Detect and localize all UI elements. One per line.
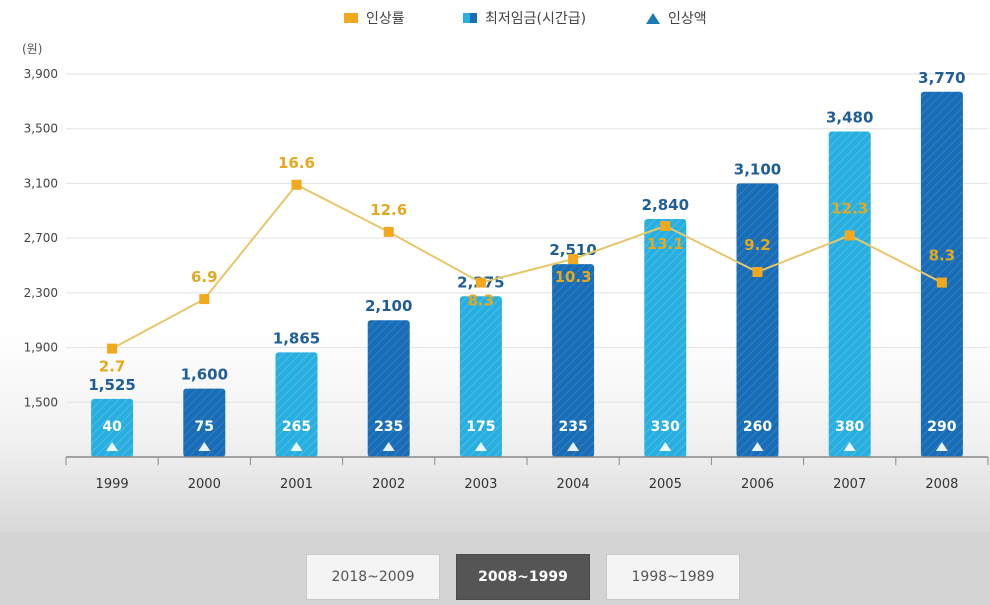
legend-wage-label: 최저임금(시간급) xyxy=(485,11,587,27)
rate-value-label: 12.3 xyxy=(831,199,868,217)
chart-legend: 인상률 최저임금(시간급) 인상액 xyxy=(0,6,990,30)
y-tick-label: 2,300 xyxy=(24,286,58,300)
rate-value-label: 16.6 xyxy=(278,154,315,172)
increase-amount-label: 75 xyxy=(195,419,214,435)
rate-value-label: 8.3 xyxy=(468,292,495,310)
rate-marker xyxy=(752,266,763,277)
wage-bar xyxy=(91,398,134,457)
y-tick-label: 2,700 xyxy=(24,231,58,245)
wage-bar xyxy=(644,218,687,457)
x-tick-label: 2004 xyxy=(557,477,590,492)
increase-triangle-marker xyxy=(474,442,487,451)
x-tick-label: 2003 xyxy=(464,477,497,492)
increase-amount-label: 260 xyxy=(743,419,772,435)
x-tick-label: 2008 xyxy=(925,477,958,492)
period-button-1998-1989[interactable]: 1998~1989 xyxy=(606,554,740,600)
increase-triangle-marker xyxy=(567,442,580,451)
increase-triangle-marker xyxy=(198,442,211,451)
wage-value-label: 1,525 xyxy=(88,376,135,394)
wage-value-label: 1,600 xyxy=(181,366,228,384)
rate-marker xyxy=(291,179,302,190)
legend-item-increase: 인상액 xyxy=(646,8,707,28)
rate-marker xyxy=(844,230,855,241)
rate-marker xyxy=(475,277,486,288)
rate-value-label: 10.3 xyxy=(555,268,592,286)
increase-triangle-marker xyxy=(751,442,764,451)
y-tick-label: 3,500 xyxy=(24,122,58,136)
y-tick-label: 1,500 xyxy=(24,395,58,409)
wage-value-label: 1,865 xyxy=(273,329,320,347)
x-tick-label: 2001 xyxy=(280,477,313,492)
rate-value-label: 12.6 xyxy=(370,201,407,219)
wage-bar xyxy=(367,320,410,457)
increase-amount-label: 235 xyxy=(558,419,587,435)
increase-triangle-marker xyxy=(290,442,303,451)
wage-bar xyxy=(275,352,318,457)
legend-rate-label: 인상률 xyxy=(366,11,405,27)
wage-value-label: 2,100 xyxy=(365,297,412,315)
x-tick-label: 2002 xyxy=(372,477,405,492)
wage-swatch-icon xyxy=(463,13,477,23)
increase-triangle-marker xyxy=(106,442,119,451)
rate-value-label: 6.9 xyxy=(191,268,218,286)
rate-value-label: 9.2 xyxy=(744,236,771,254)
period-button-2018-2009[interactable]: 2018~2009 xyxy=(306,554,440,600)
rate-marker xyxy=(199,294,210,305)
wage-bar xyxy=(183,388,226,457)
minimum-wage-chart: 1,500 1,900 2,300 2,700 3,100 3,500 3,900 1999 2… xyxy=(24,67,989,492)
rate-value-label: 2.7 xyxy=(99,358,126,376)
wage-value-label: 2,840 xyxy=(642,196,689,214)
y-tick-label: 3,100 xyxy=(24,176,58,190)
wage-bar xyxy=(736,183,779,457)
increase-amount-label: 330 xyxy=(651,419,680,435)
x-tick-label: 1999 xyxy=(96,477,129,492)
increase-triangle-marker xyxy=(659,442,672,451)
increase-amount-label: 265 xyxy=(282,419,311,435)
wage-bar xyxy=(920,91,963,458)
increase-amount-label: 175 xyxy=(466,419,495,435)
wage-bar xyxy=(459,296,502,457)
increase-amount-label: 235 xyxy=(374,419,403,435)
wage-value-label: 3,100 xyxy=(734,160,781,178)
increase-triangle-marker xyxy=(935,442,948,451)
y-unit-label: (원) xyxy=(22,42,43,56)
legend-item-rate: 인상률 xyxy=(344,8,405,28)
y-tick-label: 1,900 xyxy=(24,341,58,355)
rate-swatch-icon xyxy=(344,13,358,23)
rate-marker xyxy=(568,254,579,265)
rate-marker xyxy=(107,343,118,354)
increase-amount-label: 380 xyxy=(835,419,864,435)
increase-amount-label: 290 xyxy=(927,419,956,435)
x-tick-label: 2007 xyxy=(833,477,866,492)
wage-bar xyxy=(828,131,871,457)
rate-marker xyxy=(383,226,394,237)
increase-triangle-marker xyxy=(382,442,395,451)
wage-value-label: 3,770 xyxy=(918,69,965,87)
triangle-icon xyxy=(646,12,660,24)
rate-line xyxy=(111,183,943,350)
wage-value-label: 3,480 xyxy=(826,108,873,126)
legend-increase-label: 인상액 xyxy=(668,11,707,27)
increase-triangle-marker xyxy=(843,442,856,451)
x-tick-label: 2005 xyxy=(649,477,682,492)
legend-item-wage: 최저임금(시간급) xyxy=(463,8,586,28)
rate-value-label: 8.3 xyxy=(929,247,956,265)
rate-value-label: 13.1 xyxy=(647,235,684,253)
wage-bar xyxy=(552,264,595,457)
rate-marker xyxy=(660,221,671,232)
period-button-2008-1999[interactable]: 2008~1999 xyxy=(456,554,590,600)
rate-marker xyxy=(936,277,947,288)
y-tick-label: 3,900 xyxy=(24,67,58,81)
increase-amount-label: 40 xyxy=(102,419,122,435)
x-tick-label: 2000 xyxy=(188,477,221,492)
x-tick-label: 2006 xyxy=(741,477,774,492)
